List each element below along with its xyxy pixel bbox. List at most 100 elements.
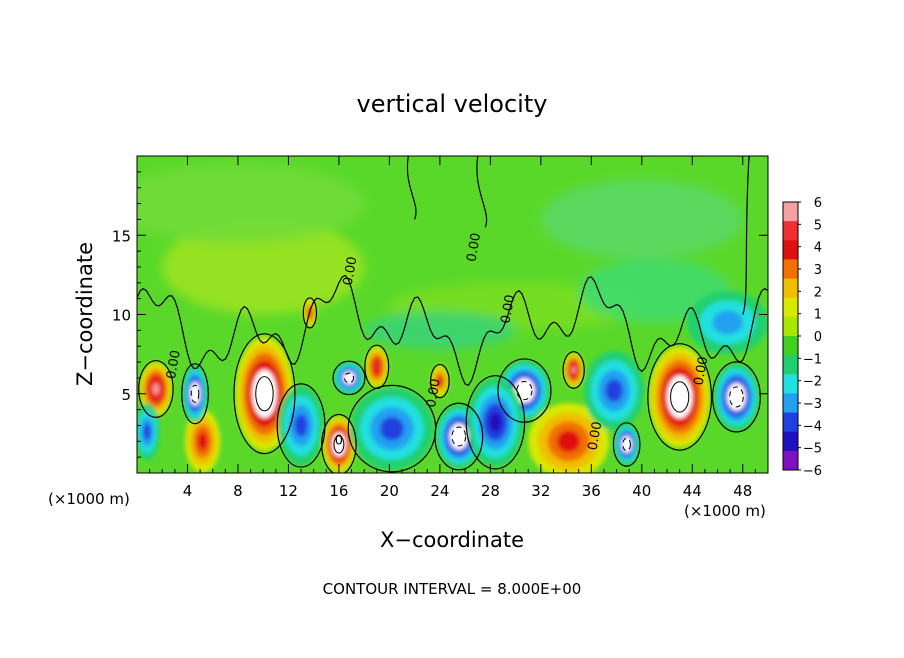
downdraft-cell	[143, 423, 151, 440]
updraft-cell	[557, 430, 581, 453]
contour-label: 0.00	[464, 232, 484, 263]
colorbar: 6 5 4 3 2 1 0 −1 −2 −3 −4 −5 −6	[782, 196, 822, 479]
velocity-field: 0.00 0.00 0.00 0.00 0.00 0.00 0.00 0	[137, 156, 768, 473]
colorbar-swatch	[783, 355, 798, 375]
zero-contour	[321, 413, 357, 473]
zero-contour	[465, 375, 526, 470]
zero-contour	[233, 333, 296, 455]
core-contour	[255, 376, 274, 412]
x-tick-label: 36	[582, 482, 601, 500]
core-contour	[622, 437, 631, 452]
colorbar-swatch	[783, 297, 798, 318]
colorbar-label: −5	[803, 442, 822, 457]
x-tick-label: 32	[531, 482, 550, 500]
zero-contour	[430, 363, 450, 399]
contour-interval-note: CONTOUR INTERVAL = 8.000E+00	[323, 580, 582, 598]
field-tint	[162, 219, 365, 315]
x-unit-right: (×1000 m)	[684, 502, 766, 520]
colorbar-label: −3	[803, 397, 822, 412]
contour-label: 0.00	[498, 294, 518, 325]
core-contour	[670, 381, 690, 413]
field-cells	[137, 290, 768, 473]
x-tick-label: 48	[733, 482, 752, 500]
updraft-cell	[152, 383, 160, 395]
zero-contour	[276, 383, 326, 468]
downdraft-cell	[380, 416, 404, 441]
zero-contour	[332, 360, 366, 396]
downdraft-cell	[712, 310, 743, 335]
colorbar-label: −6	[803, 464, 822, 479]
zero-contour-line	[137, 274, 768, 387]
colorbar-swatch	[783, 412, 798, 433]
colorbar-label: 1	[814, 308, 822, 323]
contour-label: 0.00	[164, 349, 184, 380]
field-tint	[578, 259, 731, 323]
contour-labels: 0.00 0.00 0.00 0.00 0.00 0.00 0.00 0	[164, 232, 711, 452]
zero-contours	[137, 156, 768, 473]
x-tick-label: 16	[329, 482, 348, 500]
colorbar-swatch	[783, 278, 798, 299]
colorbar-label: 6	[814, 196, 822, 211]
contour-label: 0.00	[692, 355, 712, 386]
x-tick-label: 4	[183, 482, 193, 500]
zero-contour-line	[406, 156, 417, 220]
updraft-cell	[374, 362, 380, 372]
downdraft-cell	[294, 414, 308, 437]
colorbar-label: 2	[814, 285, 822, 300]
colorbar-label: 4	[814, 241, 822, 256]
zero-contour	[181, 363, 209, 425]
field-tint	[137, 163, 365, 244]
colorbar-swatch	[783, 393, 798, 414]
contour-label: 0.00	[586, 420, 606, 451]
zero-contour	[347, 384, 437, 473]
core-contour	[190, 384, 200, 403]
y-tick-label: 5	[121, 386, 131, 404]
colorbar-label: −1	[803, 352, 822, 367]
colorbar-label: 3	[814, 263, 822, 278]
x-tick-label: 12	[279, 482, 298, 500]
zero-contour-line	[476, 156, 488, 228]
colorbar-swatch	[783, 374, 798, 394]
zero-contour	[647, 343, 713, 451]
colorbar-swatch	[783, 221, 798, 241]
colorbar-label: −2	[803, 375, 822, 390]
colorbar-label: −4	[803, 419, 822, 434]
x-tick-label: 44	[683, 482, 702, 500]
y-tick-label: 10	[112, 307, 131, 325]
zero-contour	[138, 360, 174, 418]
y-tick-label: 15	[112, 227, 131, 245]
zero-contour-line	[742, 156, 750, 315]
colorbar-swatch	[783, 259, 798, 280]
x-tick-label: 8	[233, 482, 243, 500]
downdraft-cell	[605, 379, 623, 402]
x-tick-label: 28	[481, 482, 500, 500]
updraft-cell	[571, 366, 576, 374]
updraft-cell	[437, 376, 443, 386]
colorbar-swatch	[783, 240, 798, 260]
core-contour	[729, 386, 744, 408]
y-axis: 5 10 15	[112, 171, 768, 458]
x-tick-label: 40	[632, 482, 651, 500]
core-contour	[451, 426, 467, 447]
field-tints	[137, 163, 743, 350]
zero-contour	[562, 351, 585, 389]
contour-label: 0.00	[424, 378, 444, 409]
downdraft-cell	[489, 412, 502, 433]
colorbar-swatch	[783, 431, 798, 452]
zero-contour	[302, 297, 318, 329]
field-tint	[540, 179, 743, 260]
core-contour	[333, 435, 345, 454]
colorbar-label: 5	[814, 218, 822, 233]
colorbar-swatch	[783, 316, 798, 337]
colorbar-swatch	[783, 450, 798, 471]
x-unit-left: (×1000 m)	[48, 490, 130, 508]
colorbar-swatch	[783, 336, 798, 356]
zero-contour	[612, 422, 641, 467]
core-contour	[343, 372, 355, 384]
core-contour	[516, 381, 533, 401]
colorbar-swatch	[783, 202, 798, 222]
x-tick-label: 24	[430, 482, 449, 500]
y-axis-label: Z−coordinate	[73, 242, 97, 386]
